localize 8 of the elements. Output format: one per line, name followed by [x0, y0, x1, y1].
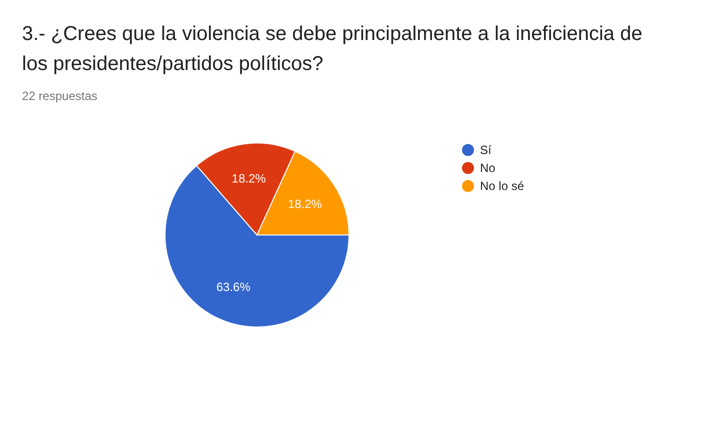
data-label: 18.2% [288, 197, 322, 212]
chart-title: 3.- ¿Crees que la violencia se debe principalmente a la ineficiencia de los presidentes/partidos políticos? [22, 23, 642, 75]
legend-label: No lo sé [480, 179, 524, 193]
data-label: 63.6% [216, 280, 251, 294]
legend-label: Sí [480, 143, 492, 157]
text: 22 respuestas [22, 89, 98, 103]
legend-label: No [480, 161, 496, 175]
data-label: 18.2% [232, 172, 266, 186]
